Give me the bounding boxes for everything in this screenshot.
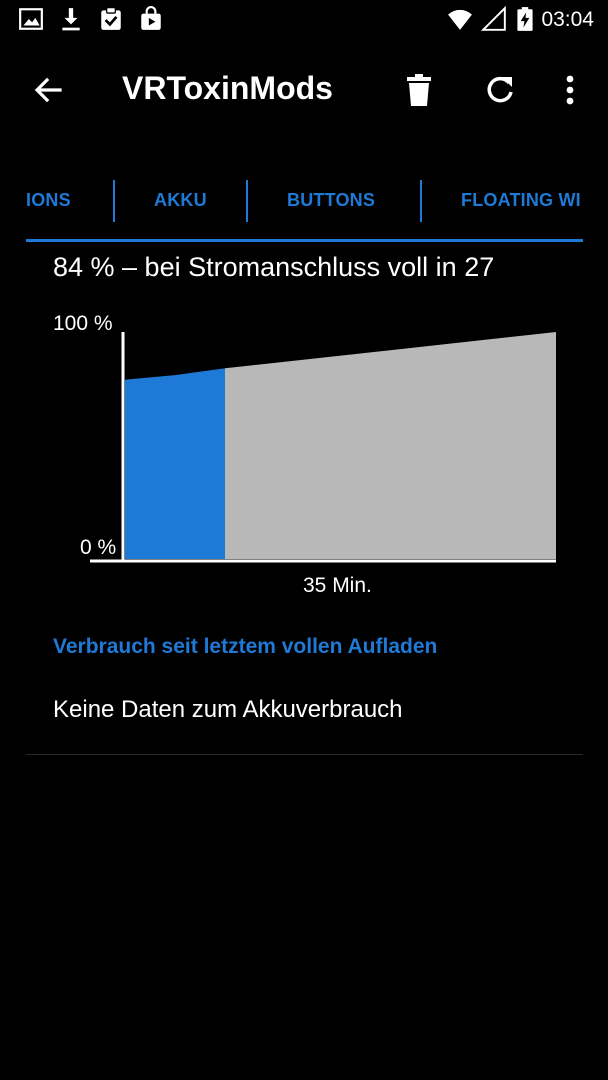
toolbar: VRToxinMods bbox=[0, 40, 608, 140]
tab-notifications[interactable]: IONS bbox=[26, 190, 71, 210]
status-bar: 03:04 bbox=[0, 0, 608, 40]
divider bbox=[26, 754, 583, 755]
battery-chart: 100 % 0 % 35 Min. bbox=[0, 300, 608, 610]
tab-separator bbox=[420, 180, 422, 222]
usage-empty-text: Keine Daten zum Akkuverbrauch bbox=[53, 696, 403, 723]
chart-plot bbox=[90, 332, 556, 563]
y-axis-min-label: 0 % bbox=[80, 536, 117, 559]
x-axis-label: 35 Min. bbox=[303, 574, 372, 597]
chart-area-history bbox=[125, 368, 225, 559]
tab-separator bbox=[246, 180, 248, 222]
trash-icon[interactable] bbox=[397, 68, 441, 112]
clipboard-check-icon bbox=[101, 6, 121, 30]
battery-summary: 84 % – bei Stromanschluss voll in 27 bbox=[53, 252, 495, 282]
wifi-icon bbox=[448, 9, 472, 30]
usage-section-title: Verbrauch seit letztem vollen Aufladen bbox=[53, 635, 438, 658]
y-axis-max-label: 100 % bbox=[53, 312, 113, 335]
refresh-icon[interactable] bbox=[478, 68, 522, 112]
tab-bar: IONS AKKU BUTTONS FLOATING WI bbox=[26, 160, 583, 242]
back-arrow-icon[interactable] bbox=[26, 68, 70, 112]
download-icon bbox=[62, 8, 80, 31]
play-store-icon bbox=[141, 6, 161, 30]
no-signal-icon bbox=[481, 6, 506, 31]
tab-separator bbox=[113, 180, 115, 222]
tab-battery[interactable]: AKKU bbox=[154, 190, 207, 210]
app-title: VRToxinMods bbox=[122, 70, 333, 106]
more-vert-icon[interactable] bbox=[548, 68, 592, 112]
tab-floating-windows[interactable]: FLOATING WI bbox=[461, 190, 581, 210]
image-icon bbox=[19, 8, 43, 30]
chart-area-projection bbox=[225, 332, 556, 559]
battery-charging-icon bbox=[517, 7, 533, 31]
status-time: 03:04 bbox=[541, 8, 594, 31]
tab-buttons[interactable]: BUTTONS bbox=[287, 190, 376, 210]
